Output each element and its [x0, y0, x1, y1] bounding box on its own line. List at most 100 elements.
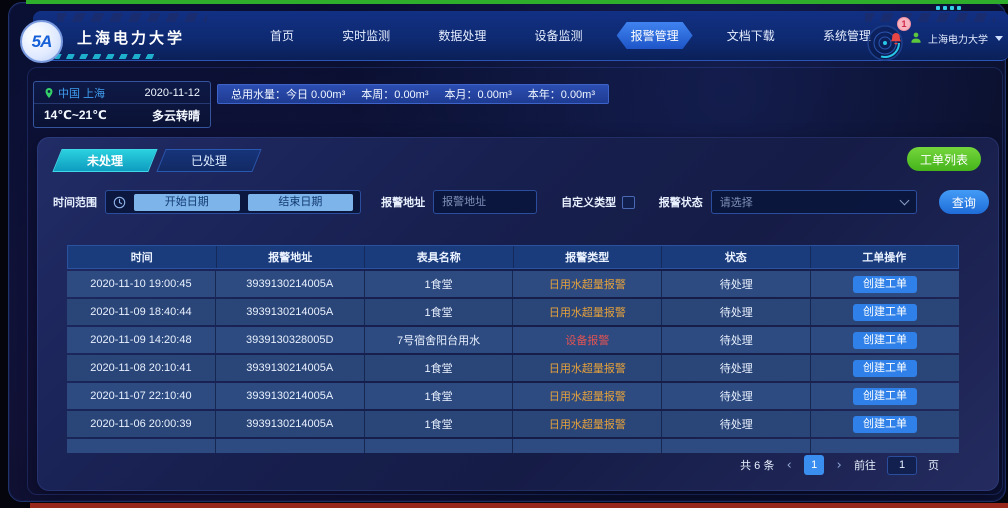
date-range-picker[interactable]: 开始日期 结束日期	[105, 190, 362, 214]
user-menu[interactable]: 上海电力大学	[928, 34, 988, 46]
table-header-row: 时间 报警地址 表具名称 报警类型 状态 工单操作	[67, 245, 959, 269]
address-label: 报警地址	[381, 197, 426, 209]
cell-status: 待处理	[662, 411, 812, 437]
weather-condition: 多云转晴	[151, 108, 200, 123]
bell-icon	[890, 33, 902, 45]
window-top-strip	[26, 0, 1008, 4]
table-row-empty	[67, 439, 959, 453]
water-usage-stats-bar: 总用水量：今日 0.00m³ 本周：0.00m³ 本月：0.00m³ 本年：0.00m…	[217, 84, 609, 104]
nav-item[interactable]: 文档下载	[726, 29, 775, 43]
search-button[interactable]: 查询	[938, 190, 990, 214]
app-title: 上海电力大学	[77, 30, 186, 47]
notifications-button[interactable]: 1	[888, 17, 911, 46]
cell-meter: 7号宿舍阳台用水	[365, 327, 514, 353]
create-workorder-button[interactable]: 创建工单	[853, 275, 918, 293]
custom-type-checkbox[interactable]	[622, 195, 635, 209]
cell-meter: 1食堂	[365, 411, 514, 437]
column-header: 表具名称	[365, 246, 514, 268]
nav-item[interactable]: 设备监测	[534, 29, 583, 43]
start-date-field[interactable]: 开始日期	[134, 193, 240, 211]
nav-item[interactable]: 数据处理	[438, 29, 487, 43]
custom-type-label: 自定义类型	[561, 197, 617, 209]
tab-inactive[interactable]: 已处理	[156, 149, 262, 172]
prev-page-button[interactable]: ‹	[785, 457, 794, 473]
deco-stripes-left	[57, 13, 207, 22]
column-header: 时间	[68, 246, 217, 268]
status-select-value: 请选择	[719, 197, 753, 209]
chevron-down-icon	[899, 195, 910, 206]
cell-type: 日用水超量报警	[513, 355, 663, 381]
cell-address: 3939130214005A	[216, 355, 365, 381]
cell-action: 创建工单	[811, 411, 959, 437]
create-workorder-button[interactable]: 创建工单	[853, 331, 918, 349]
cell-action: 创建工单	[811, 355, 959, 381]
page-number-button[interactable]: 1	[804, 455, 825, 475]
table-body: 2020-11-10 19:00:45 3939130214005A 1食堂 日用水超…	[67, 271, 959, 453]
tab-label: 已处理	[190, 154, 227, 168]
clock-icon	[113, 196, 126, 208]
create-workorder-button[interactable]: 创建工单	[853, 415, 918, 433]
table-row: 2020-11-09 14:20:48 3939130328005D 7号宿舍阳台用…	[67, 327, 959, 353]
status-select[interactable]: 请选择	[710, 190, 917, 214]
alarm-table: 时间 报警地址 表具名称 报警类型 状态 工单操作 2020-11-10 19:00:45…	[67, 245, 959, 453]
nav-item[interactable]: 系统管理	[822, 29, 871, 43]
filter-row: 时间范围 开始日期 结束日期 报警地址 自定义类型 报警状态 请选择 查询	[53, 189, 990, 215]
cell-address: 3939130214005A	[216, 271, 365, 297]
notification-badge: 1	[897, 17, 911, 31]
nav-item[interactable]: 首页	[270, 29, 295, 43]
cell-status: 待处理	[662, 355, 812, 381]
cell-time: 2020-11-10 19:00:45	[67, 271, 216, 297]
logo-text: 5A	[31, 31, 53, 51]
stats-segment: 总用水量：今日 0.00m³	[230, 89, 346, 101]
cell-status: 待处理	[662, 271, 812, 297]
tab-label: 未处理	[86, 154, 123, 168]
status-tabs: 未处理 已处理	[52, 149, 265, 172]
address-input[interactable]	[433, 190, 538, 214]
next-page-button[interactable]: ›	[835, 457, 843, 473]
nav-item[interactable]: 实时监测	[342, 29, 391, 43]
user-menu-caret-icon[interactable]	[995, 35, 1003, 41]
empty-cell	[811, 439, 959, 453]
nav-item[interactable]: 报警管理	[617, 22, 693, 49]
create-workorder-button[interactable]: 创建工单	[853, 359, 918, 377]
cell-type: 设备报警	[513, 327, 663, 353]
cell-action: 创建工单	[811, 299, 959, 325]
cell-status: 待处理	[662, 299, 812, 325]
empty-cell	[365, 439, 514, 453]
create-workorder-button[interactable]: 创建工单	[853, 303, 918, 321]
main-panel: 未处理 已处理 工单列表 时间范围 开始日期 结束日期 报警地址 自定义类型 报警…	[37, 137, 999, 491]
cell-meter: 1食堂	[365, 299, 514, 325]
stats-segment: 本年：0.00m³	[527, 89, 596, 101]
cell-status: 待处理	[662, 383, 812, 409]
cell-type: 日用水超量报警	[513, 299, 663, 325]
table-row: 2020-11-09 18:40:44 3939130214005A 1食堂 日用水超…	[67, 299, 959, 325]
cell-action: 创建工单	[811, 327, 959, 353]
worklist-button[interactable]: 工单列表	[907, 147, 981, 171]
end-date-field[interactable]: 结束日期	[247, 193, 354, 211]
time-range-label: 时间范围	[53, 197, 97, 209]
cell-time: 2020-11-07 22:10:40	[67, 383, 216, 409]
goto-label: 前往	[854, 460, 876, 472]
empty-cell	[662, 439, 812, 453]
cell-time: 2020-11-06 20:00:39	[67, 411, 216, 437]
cell-type: 日用水超量报警	[513, 411, 663, 437]
window-bottom-strip	[30, 503, 1008, 508]
column-header: 工单操作	[862, 252, 907, 264]
goto-page-input[interactable]	[887, 455, 917, 475]
cell-action: 创建工单	[811, 271, 959, 297]
cell-time: 2020-11-09 14:20:48	[67, 327, 216, 353]
table-row: 2020-11-06 20:00:39 3939130214005A 1食堂 日用水超…	[67, 411, 959, 437]
table-row: 2020-11-08 20:10:41 3939130214005A 1食堂 日用水超…	[67, 355, 959, 381]
app-logo: 5A	[20, 20, 63, 63]
temperature: 14℃~21℃	[44, 108, 107, 122]
weather-card: 中国 上海 2020-11-12 14℃~21℃ 多云转晴	[33, 81, 211, 128]
create-workorder-button[interactable]: 创建工单	[853, 387, 918, 405]
location: 中国 上海	[44, 85, 105, 101]
weather-date: 2020-11-12	[144, 86, 200, 99]
cell-address: 3939130214005A	[216, 383, 365, 409]
cell-action: 创建工单	[811, 383, 959, 409]
location-label: 中国 上海	[58, 87, 106, 100]
tab-active[interactable]: 未处理	[52, 149, 158, 172]
header-bar: 5A 上海电力大学 首页 实时监测 数据处理 设备监测 报警管理 文档下载 系统管理 1 上…	[20, 6, 1008, 63]
status-label: 报警状态	[658, 197, 703, 209]
